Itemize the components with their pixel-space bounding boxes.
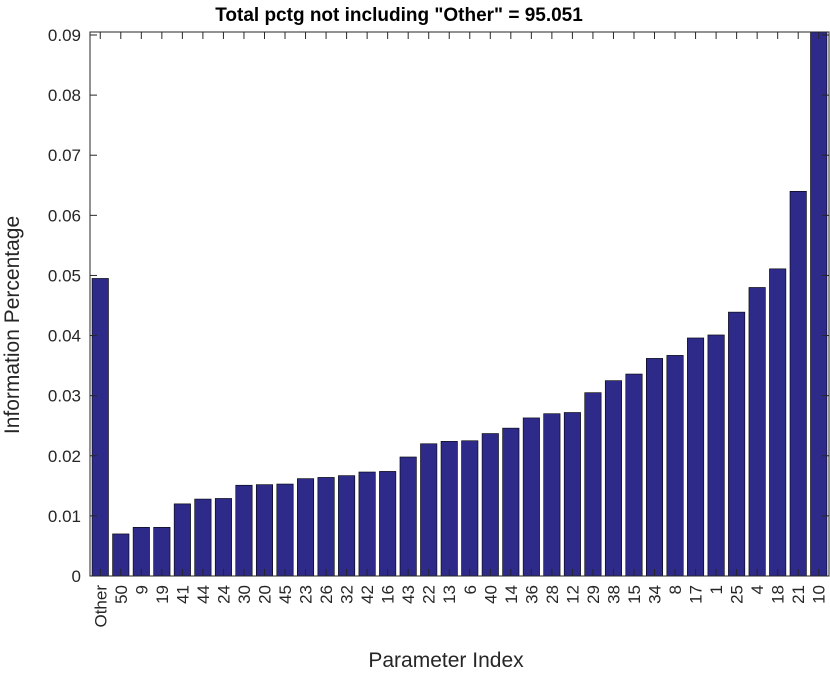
bar-40 [481,433,499,577]
chart-title: Total pctg not including "Other" = 95.05… [215,5,583,26]
y-axis-label: Information Percentage [1,216,24,434]
x-tick-label: 30 [235,585,254,604]
x-tick-label: 23 [297,585,316,604]
y-tick-label: 0.03 [48,387,81,406]
x-tick-label: 12 [563,585,582,604]
x-tick-label: 1 [707,585,726,594]
bar-Other [91,278,109,577]
bar-13 [440,441,458,577]
bar-34 [645,358,664,577]
bar-12 [563,412,581,577]
bar-15 [625,373,643,577]
bar-32 [338,475,356,577]
x-tick-label: 18 [769,585,788,604]
bar-28 [543,413,561,577]
x-tick-label: 21 [789,585,808,604]
x-tick-label: 41 [173,585,192,604]
x-tick-label: 19 [153,585,172,604]
bar-42 [358,471,376,577]
y-tick-label: 0.05 [48,266,81,285]
bar-20 [255,484,273,577]
x-tick-label: 4 [748,585,767,594]
x-tick-label: 22 [420,585,439,604]
bar-19 [153,527,171,577]
x-tick-label: 6 [461,585,480,594]
x-tick-label: 40 [481,585,500,604]
x-tick-label: 9 [132,585,151,594]
bar-45 [276,483,294,577]
axes-frame [89,31,830,577]
y-tick-label: 0 [72,567,81,586]
x-tick-label: 16 [379,585,398,604]
x-tick-label: 10 [810,585,829,604]
x-tick-label: 28 [543,585,562,604]
bar-24 [214,498,232,577]
bar-21 [789,190,807,577]
y-tick-label: 0.01 [48,507,81,526]
bar-43 [399,456,417,577]
x-tick-label: 34 [646,585,665,604]
bar-22 [420,443,438,577]
bars-group [91,31,828,577]
x-tick-label: 50 [112,585,131,604]
bar-38 [604,380,622,577]
x-tick-label: 26 [317,585,336,604]
x-tick-label: 8 [666,585,685,594]
x-tick-label: 25 [728,585,747,604]
x-tick-label: 43 [399,585,418,604]
bar-30 [235,484,253,577]
x-tick-label: 24 [214,585,233,604]
bar-23 [297,478,315,577]
y-tick-label: 0.08 [48,86,81,105]
y-tick-label: 0.02 [48,447,81,466]
ticks-group: 0 0.01 0.02 0.03 0.04 0.05 0.06 0.07 0.08 0.09 Oth… [48,26,829,628]
bar-41 [173,503,191,577]
bar-17 [687,337,705,577]
y-tick-label: 0.04 [48,327,81,346]
bar-16 [379,471,397,577]
bar-1 [707,334,725,577]
bar-25 [728,311,746,577]
x-tick-label: 44 [194,585,213,604]
bar-9 [132,527,150,577]
bar-18 [769,268,787,577]
y-tick-label: 0.07 [48,146,81,165]
x-tick-label: Other [91,585,110,628]
bar-44 [194,498,212,577]
x-tick-label: 14 [502,585,521,604]
x-tick-label: 29 [584,585,603,604]
x-tick-label: 32 [338,585,357,604]
bar-26 [317,477,335,577]
x-tick-label: 15 [625,585,644,604]
bar-14 [502,427,520,577]
bar-6 [461,440,479,577]
bar-36 [522,417,540,577]
x-tick-label: 17 [687,585,706,604]
axes-group [89,31,830,577]
x-tick-label: 20 [255,585,274,604]
x-tick-label: 42 [358,585,377,604]
x-tick-label: 36 [522,585,541,604]
bar-10 [810,31,828,577]
bar-4 [748,287,766,577]
y-tick-label: 0.09 [48,26,81,45]
x-axis-label: Parameter Index [368,649,524,672]
x-tick-label: 45 [276,585,295,604]
bar-29 [584,392,602,577]
x-tick-label: 38 [604,585,623,604]
y-tick-label: 0.06 [48,206,81,225]
bar-8 [666,355,684,577]
x-tick-label: 13 [440,585,459,604]
